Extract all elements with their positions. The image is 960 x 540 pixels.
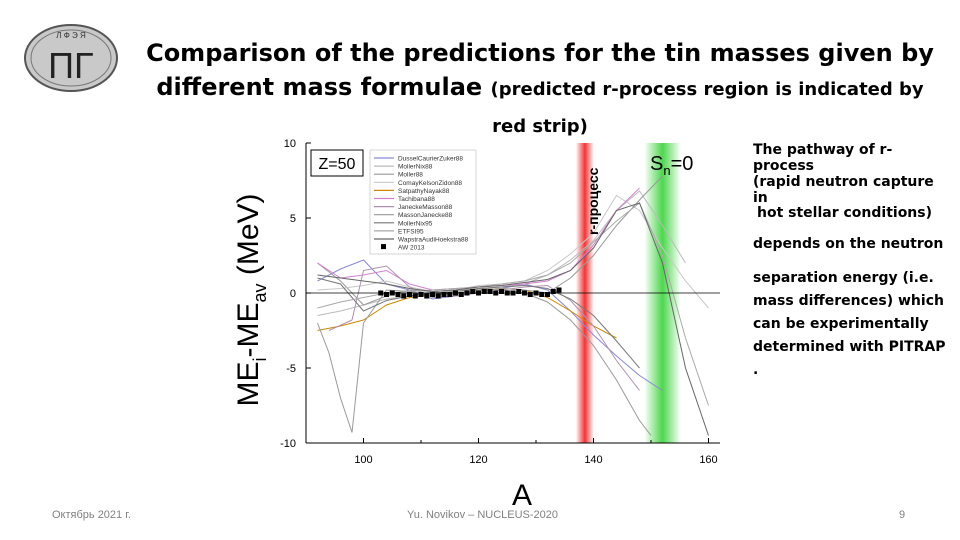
- legend-entry: ETFSI95: [398, 228, 424, 235]
- z-label-box: [310, 149, 364, 177]
- aw2013-point: [407, 292, 412, 297]
- aw2013-point: [499, 289, 504, 294]
- title-line-2-small: (predicted r-process region is indicated…: [490, 79, 924, 137]
- svg-text:MEi-MEav (MeV): MEi-MEav (MeV): [232, 193, 270, 406]
- series-line-MassonJanecke88: [317, 175, 663, 433]
- y-tick-label: 10: [284, 138, 296, 150]
- aw2013-point: [384, 292, 389, 297]
- side-text-para-line: mass differences) which: [753, 293, 944, 309]
- side-text-para-line: can be experimentally: [753, 316, 929, 332]
- aw2013-point: [539, 292, 545, 297]
- side-text-line-1: The pathway of r-process: [753, 142, 893, 174]
- slide-title: Comparison of the predictions for the ti…: [140, 36, 940, 144]
- aw2013-point: [447, 292, 453, 297]
- aw2013-point: [527, 292, 533, 297]
- aw2013-point: [395, 292, 401, 297]
- x-tick-label: 140: [584, 454, 602, 466]
- aw2013-point: [470, 289, 476, 294]
- series-line-Moller88: [317, 262, 652, 436]
- r-process-label: r-процесс: [585, 167, 601, 235]
- aw2013-point: [516, 289, 522, 294]
- y-axis-label: MEi-MEav (MeV): [232, 193, 270, 406]
- y-tick-label: -10: [280, 438, 296, 450]
- logo-glyph: ПΓ: [48, 45, 94, 86]
- side-text-para-line: separation energy (i.e.: [753, 270, 934, 286]
- legend-entry: ComayKelsonZidon88: [398, 180, 462, 187]
- aw2013-point: [424, 293, 430, 299]
- side-text-line-4: depends on the neutron: [753, 236, 944, 252]
- legend-marker: [381, 244, 386, 250]
- y-tick-label: -5: [286, 363, 296, 375]
- aw2013-point: [458, 292, 464, 297]
- side-text-line-3: hot stellar conditions): [757, 205, 933, 221]
- footer-date: Октябрь 2021 г.: [52, 509, 131, 521]
- series-line-MollerNix95: [317, 277, 640, 369]
- logo-top-text: Л Ф Э Я: [56, 31, 86, 40]
- side-text-para-line: determined with PITRAP .: [753, 339, 946, 378]
- aw2013-point: [481, 289, 487, 294]
- x-axis-label: A: [512, 479, 532, 512]
- legend-entry: MollerNix88: [398, 164, 433, 171]
- aw2013-point: [435, 293, 441, 299]
- legend-box: [369, 149, 477, 255]
- institution-logo: Л Ф Э Я ПΓ: [24, 24, 118, 92]
- sn-zero-label: Sn=0: [650, 153, 693, 178]
- x-tick-label: 100: [354, 454, 372, 466]
- legend-entry: MassonJanecke88: [398, 212, 453, 219]
- legend-entry: JaneckeMasson88: [398, 204, 453, 211]
- aw2013-point: [487, 289, 493, 294]
- side-text-line-2: (rapid neutron capture in: [753, 174, 934, 206]
- legend-entry: Moller88: [398, 172, 423, 179]
- legend-entry: WapstraAudiHoekstra88: [398, 237, 469, 244]
- slide-number: 9: [899, 509, 906, 521]
- y-tick-label: 5: [290, 213, 296, 225]
- aw2013-point: [418, 292, 424, 297]
- title-line-2: different mass formulae (predicted r-pro…: [140, 70, 940, 144]
- legend-entry: Tachibana88: [398, 196, 435, 203]
- title-line-2-main: different mass formulae: [156, 73, 483, 101]
- aw2013-point: [430, 292, 435, 297]
- side-text-paragraph: separation energy (i.e. mass differences…: [753, 267, 953, 382]
- aw2013-point: [556, 287, 562, 293]
- legend-entry: SatpathyNayak88: [398, 188, 450, 195]
- footer-author: Yu. Novikov – NUCLEUS-2020: [407, 509, 559, 521]
- x-tick-label: 120: [469, 454, 487, 466]
- legend-title: Z=50: [319, 156, 356, 173]
- title-line-1: Comparison of the predictions for the ti…: [146, 39, 934, 67]
- aw2013-point: [412, 293, 418, 299]
- aw2013-point: [550, 289, 556, 294]
- legend-entry: AW 2013: [398, 245, 425, 252]
- aw2013-point: [441, 292, 447, 297]
- y-tick-label: 0: [290, 288, 296, 300]
- legend-entry: MollerNix95: [398, 220, 433, 227]
- series-line-WapstraAudiHoekstra88: [317, 202, 709, 436]
- aw2013-point: [545, 292, 550, 297]
- aw2013-point: [401, 293, 407, 299]
- legend-entry: DusselCaurierZuker88: [398, 156, 463, 163]
- x-tick-label: 160: [699, 454, 717, 466]
